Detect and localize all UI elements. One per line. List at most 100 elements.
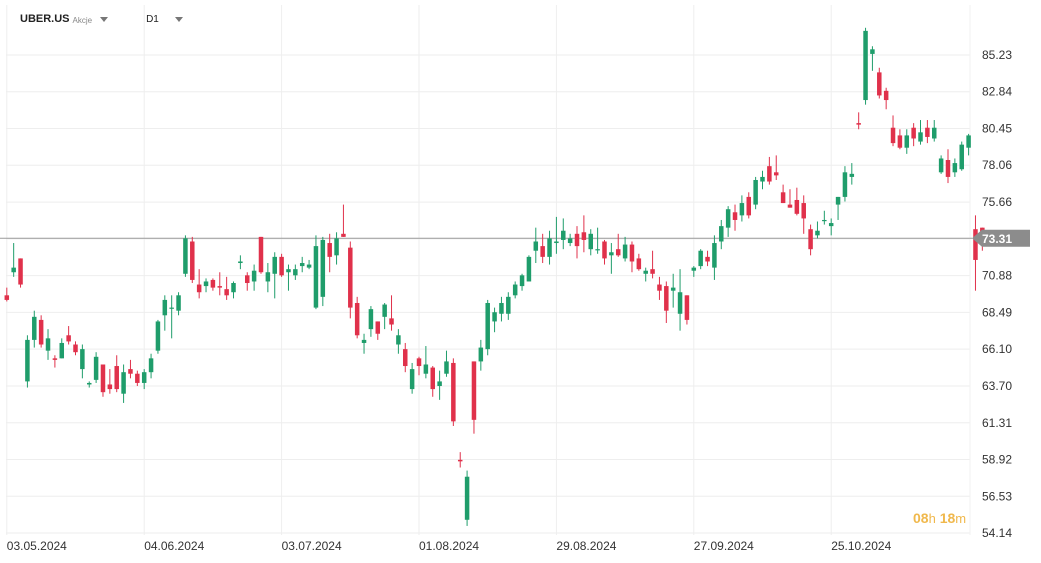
candle-up	[59, 342, 65, 359]
candle-up	[519, 275, 525, 287]
y-tick-label: 56.53	[982, 489, 1012, 503]
candle-down	[780, 192, 786, 204]
candle-down	[664, 286, 669, 311]
candle-up	[382, 304, 387, 317]
y-tick-label: 70.88	[982, 269, 1012, 283]
candle-down	[100, 364, 106, 393]
candle-up	[643, 270, 648, 274]
current-price-badge	[972, 229, 1030, 247]
candle-up	[80, 349, 85, 370]
candle-up	[272, 256, 277, 274]
candle-down	[52, 358, 58, 360]
candle-down	[38, 319, 44, 345]
timeframe-chevron-down-icon[interactable]	[174, 16, 183, 22]
candle-down	[732, 212, 738, 220]
candle-down	[457, 459, 463, 462]
candle-up	[815, 230, 820, 236]
x-tick-label: 03.07.2024	[282, 539, 342, 553]
candle-down	[471, 361, 477, 420]
countdown-minutes: 18	[939, 510, 956, 526]
candle-up	[334, 238, 339, 256]
candle-down	[245, 275, 250, 284]
y-tick-label: 58.92	[982, 453, 1012, 467]
candle-down	[73, 344, 78, 353]
candle-up	[609, 252, 614, 256]
candle-up	[265, 272, 271, 282]
candle-down	[258, 236, 264, 273]
candle-up	[320, 239, 326, 297]
candle-up	[526, 256, 532, 282]
candle-down	[574, 233, 580, 247]
candle-down	[128, 369, 133, 374]
candle-up	[423, 364, 429, 374]
candle-up	[169, 307, 174, 309]
candle-up	[670, 287, 676, 291]
y-tick-label: 61.31	[982, 416, 1012, 430]
candle-up	[361, 339, 367, 343]
countdown-minutes-unit: m	[955, 511, 967, 526]
candle-up	[11, 267, 16, 273]
candle-down	[375, 321, 381, 334]
candle-down	[190, 241, 195, 280]
instrument-type-label: Akcje	[72, 15, 93, 25]
candle-down	[18, 258, 23, 285]
candle-up	[313, 246, 319, 308]
candle-down	[890, 127, 896, 144]
symbol-label[interactable]: UBER.US	[20, 13, 70, 25]
candle-up	[966, 135, 971, 148]
candle-up	[719, 226, 724, 242]
candle-down	[348, 247, 353, 308]
candle-up	[231, 283, 236, 293]
candle-up	[959, 144, 964, 170]
candle-down	[217, 286, 223, 288]
x-tick-label: 29.08.2024	[556, 539, 616, 553]
candle-up	[561, 230, 566, 240]
candle-up	[595, 249, 600, 251]
candle-up	[499, 302, 504, 314]
y-tick-label: 75.66	[982, 195, 1012, 209]
candle-up	[444, 361, 449, 374]
x-tick-label: 27.09.2024	[694, 539, 754, 553]
candle-down	[416, 358, 422, 367]
y-tick-label: 82.84	[982, 85, 1012, 99]
candle-up	[691, 267, 697, 271]
candle-up	[677, 292, 683, 314]
candle-down	[911, 127, 916, 139]
candle-up	[932, 127, 937, 139]
candle-up	[86, 382, 92, 385]
candle-down	[602, 241, 607, 259]
candle-up	[464, 476, 470, 520]
x-tick-label: 01.08.2024	[419, 539, 479, 553]
candle-down	[581, 232, 587, 240]
y-tick-label: 54.14	[982, 526, 1012, 540]
symbol-chevron-down-icon[interactable]	[100, 16, 109, 22]
candle-up	[760, 176, 765, 182]
timeframe-selector[interactable]: D1	[146, 13, 159, 25]
candle-up	[739, 203, 745, 216]
candle-up	[155, 321, 161, 351]
candle-down	[801, 203, 806, 219]
y-tick-label: 68.49	[982, 305, 1012, 319]
candle-down	[403, 349, 408, 367]
candle-up	[148, 358, 154, 373]
candle-down	[794, 199, 800, 214]
candle-up	[293, 269, 298, 276]
candle-down	[4, 295, 10, 300]
candle-up	[904, 135, 910, 148]
candle-up	[368, 309, 374, 330]
candle-up	[121, 372, 126, 394]
y-tick-label: 66.10	[982, 342, 1012, 356]
candle-down	[341, 233, 346, 237]
candle-down	[66, 335, 71, 342]
candle-up	[547, 238, 552, 257]
candle-down	[107, 384, 113, 390]
y-tick-label: 63.70	[982, 379, 1012, 393]
candle-up	[554, 241, 559, 244]
candle-up	[712, 243, 717, 268]
candle-down	[430, 367, 435, 390]
candle-down	[877, 72, 882, 96]
candle-up	[822, 219, 827, 222]
current-price-label: 73.31	[982, 232, 1012, 246]
candle-up	[409, 369, 415, 390]
